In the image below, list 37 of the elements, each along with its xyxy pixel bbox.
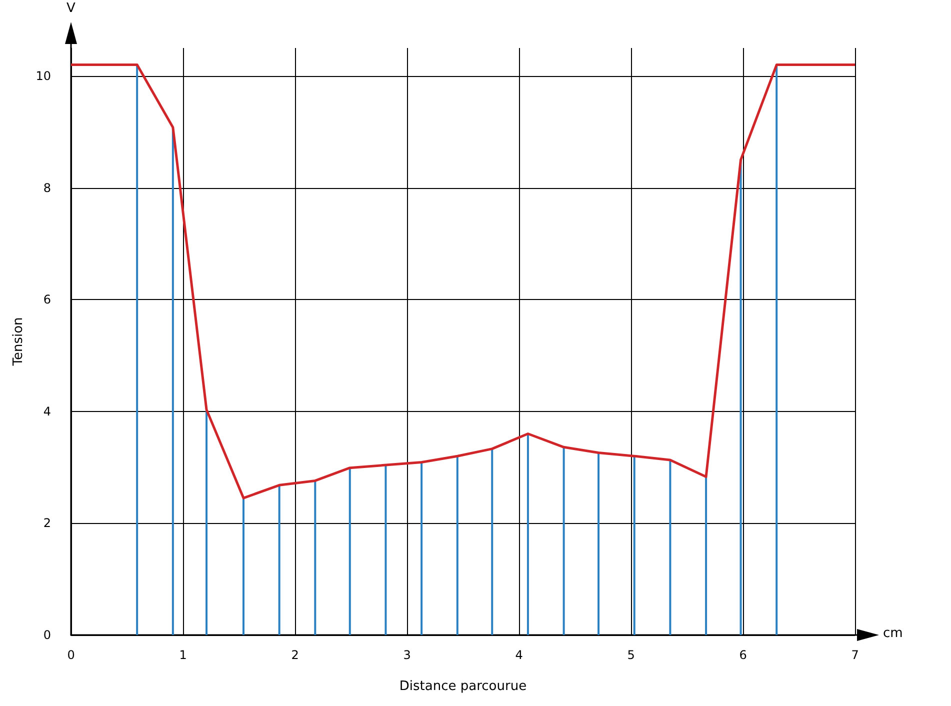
y-tick-label: 6 <box>43 292 51 307</box>
y-tick-label: 4 <box>43 404 51 418</box>
x-tick-label: 0 <box>67 648 75 662</box>
x-tick-label: 4 <box>515 648 523 662</box>
bar <box>420 462 423 635</box>
bar <box>562 447 565 635</box>
x-tick-label: 7 <box>851 648 859 662</box>
bar <box>314 480 316 635</box>
x-tick-label: 6 <box>739 648 747 662</box>
y-tick-label: 10 <box>36 68 51 83</box>
bar <box>384 465 387 635</box>
bar <box>633 456 636 635</box>
y-axis-title: Tension <box>10 317 26 367</box>
bar <box>278 485 280 635</box>
x-tick-label: 1 <box>179 648 187 662</box>
bar <box>348 468 351 635</box>
bar <box>206 410 208 635</box>
y-tick-label: 8 <box>43 180 51 195</box>
text: cm <box>883 626 903 641</box>
x-tick-label: 2 <box>291 648 299 662</box>
line-series <box>70 64 856 500</box>
bar <box>705 476 708 635</box>
bar <box>242 498 244 635</box>
x-tick-label: 5 <box>627 648 635 662</box>
bar <box>136 64 138 635</box>
y-tick-label: 2 <box>43 516 51 530</box>
text: V <box>66 1 76 16</box>
x-tick-label: 3 <box>403 648 411 662</box>
bar <box>740 160 742 635</box>
bar <box>598 452 600 635</box>
bar <box>776 64 778 635</box>
bar <box>491 448 494 635</box>
bar <box>526 434 529 635</box>
bar <box>669 460 672 635</box>
bar <box>456 456 458 635</box>
y-tick-label: 0 <box>43 628 51 642</box>
x-axis-title: Distance parcourue <box>399 679 527 694</box>
